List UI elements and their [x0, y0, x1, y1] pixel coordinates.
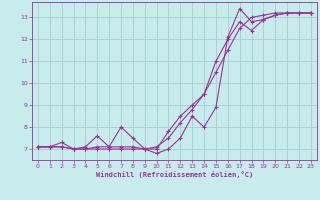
- X-axis label: Windchill (Refroidissement éolien,°C): Windchill (Refroidissement éolien,°C): [96, 171, 253, 178]
